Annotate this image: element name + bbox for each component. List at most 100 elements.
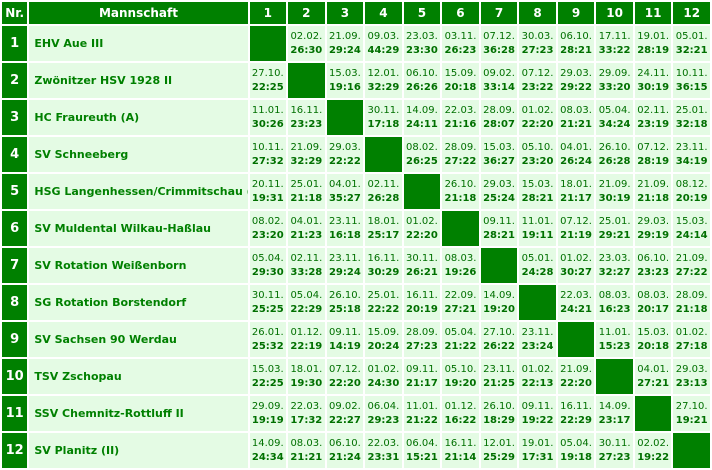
- match-date: 04.01.: [290, 215, 323, 227]
- match-date: 03.11.: [444, 30, 477, 42]
- match-cell: 02.11. 33:28: [288, 248, 325, 283]
- match-date: 15.03.: [675, 215, 708, 227]
- match-date: 05.04.: [444, 326, 477, 338]
- match-score: 22:20: [521, 118, 554, 130]
- header-col-1: 1: [249, 2, 287, 24]
- match-date: 15.03.: [521, 178, 554, 190]
- match-score: 19:21: [675, 414, 708, 426]
- match-score: 22:27: [328, 414, 361, 426]
- match-score: 26:24: [560, 155, 592, 167]
- match-score: 16:18: [328, 229, 361, 241]
- header-col-7: 7: [480, 2, 518, 24]
- match-score: 22:25: [251, 81, 284, 93]
- match-cell: 18.01. 19:30: [288, 359, 325, 394]
- match-cell: 21.09. 27:22: [673, 248, 710, 283]
- table-row: 4 SV Schneeberg 10.11. 27:32 21.09. 32:29 29.0…: [2, 137, 710, 172]
- match-score: 33:22: [598, 44, 631, 56]
- match-score: 22:25: [251, 377, 284, 389]
- match-date: 18.01.: [367, 215, 400, 227]
- match-cell: 07.12. 22:20: [326, 359, 364, 394]
- match-date: 21.09.: [675, 252, 708, 264]
- match-score: 36:15: [675, 81, 708, 93]
- match-score: 29:21: [598, 229, 631, 241]
- match-cell: 27.10. 26:22: [480, 322, 518, 357]
- table-row: 9 SV Sachsen 90 Werdau 26.01. 25:32 01.12. 22…: [2, 322, 710, 357]
- match-cell: 08.03. 16:23: [596, 285, 633, 320]
- match-score: 23:30: [406, 44, 438, 56]
- match-score: 22:20: [560, 377, 592, 389]
- self-match-cell: [596, 359, 633, 394]
- match-cell: 04.01. 35:27: [326, 174, 364, 209]
- match-cell: 01.12. 22:19: [288, 322, 325, 357]
- match-date: 05.04.: [598, 104, 631, 116]
- match-cell: 22.03. 23:31: [365, 433, 402, 468]
- match-date: 01.02.: [521, 363, 554, 375]
- match-cell: 05.01. 32:21: [673, 26, 710, 61]
- match-cell: 15.03. 19:16: [326, 63, 364, 98]
- match-cell: 29.03. 22:22: [326, 137, 364, 172]
- match-cell: 19.01. 28:19: [634, 26, 672, 61]
- match-score: 24:14: [675, 229, 708, 241]
- match-cell: 09.11. 21:17: [403, 359, 441, 394]
- match-date: 29.09.: [251, 400, 284, 412]
- header-col-9: 9: [557, 2, 595, 24]
- team-name: SG Rotation Borstendorf: [29, 285, 248, 320]
- match-date: 01.12.: [444, 400, 477, 412]
- match-date: 25.01.: [598, 215, 631, 227]
- match-cell: 12.01. 32:29: [365, 63, 402, 98]
- match-score: 32:29: [367, 81, 400, 93]
- match-date: 08.03.: [290, 437, 323, 449]
- table-row: 12 SV Planitz (II) 14.09. 24:34 08.03. 21:21 0…: [2, 433, 710, 468]
- match-cell: 01.02. 24:30: [365, 359, 402, 394]
- team-name: SV Planitz (II): [29, 433, 248, 468]
- header-col-4: 4: [365, 2, 402, 24]
- match-score: 19:31: [251, 192, 284, 204]
- match-date: 16.11.: [290, 104, 323, 116]
- match-score: 19:26: [444, 266, 477, 278]
- match-cell: 15.03. 20:18: [634, 322, 672, 357]
- match-score: 25:17: [367, 229, 400, 241]
- match-cell: 05.04. 19:18: [557, 433, 595, 468]
- self-match-cell: [519, 285, 556, 320]
- match-score: 30:27: [560, 266, 592, 278]
- match-cell: 05.01. 24:28: [519, 248, 556, 283]
- match-cell: 23.03. 23:30: [403, 26, 441, 61]
- match-date: 30.03.: [521, 30, 554, 42]
- match-cell: 05.04. 21:22: [442, 322, 479, 357]
- header-nr: Nr.: [2, 2, 28, 24]
- match-date: 06.10.: [637, 252, 670, 264]
- match-date: 21.09.: [560, 363, 592, 375]
- match-date: 04.01.: [560, 141, 592, 153]
- match-cell: 19.01. 17:31: [519, 433, 556, 468]
- team-name: Zwönitzer HSV 1928 II: [29, 63, 248, 98]
- match-score: 26:23: [444, 44, 477, 56]
- match-date: 26.10.: [483, 400, 515, 412]
- self-match-cell: [249, 26, 287, 61]
- match-date: 25.01.: [290, 178, 323, 190]
- match-score: 21:25: [483, 377, 515, 389]
- match-date: 22.03.: [560, 289, 592, 301]
- match-cell: 10.11. 27:32: [249, 137, 287, 172]
- match-cell: 30.11. 25:25: [249, 285, 287, 320]
- match-date: 28.09.: [444, 141, 477, 153]
- match-score: 27:23: [521, 44, 554, 56]
- match-date: 08.03.: [560, 104, 592, 116]
- match-cell: 09.11. 14:19: [326, 322, 364, 357]
- match-cell: 05.04. 29:30: [249, 248, 287, 283]
- match-date: 11.01.: [521, 215, 554, 227]
- match-date: 07.12.: [560, 215, 592, 227]
- table-row: 5 HSG Langenhessen/Crimmitschau (II) 20.11…: [2, 174, 710, 209]
- match-date: 15.03.: [637, 326, 670, 338]
- match-date: 25.01.: [367, 289, 400, 301]
- match-score: 27:23: [406, 340, 438, 352]
- match-date: 02.11.: [637, 104, 670, 116]
- match-score: 23:23: [290, 118, 323, 130]
- match-cell: 25.01. 21:18: [288, 174, 325, 209]
- match-score: 19:11: [521, 229, 554, 241]
- match-date: 25.01.: [675, 104, 708, 116]
- match-score: 23:17: [598, 414, 631, 426]
- match-cell: 18.01. 25:17: [365, 211, 402, 246]
- match-cell: 28.09. 28:07: [480, 100, 518, 135]
- match-score: 32:21: [675, 44, 708, 56]
- match-date: 01.12.: [290, 326, 323, 338]
